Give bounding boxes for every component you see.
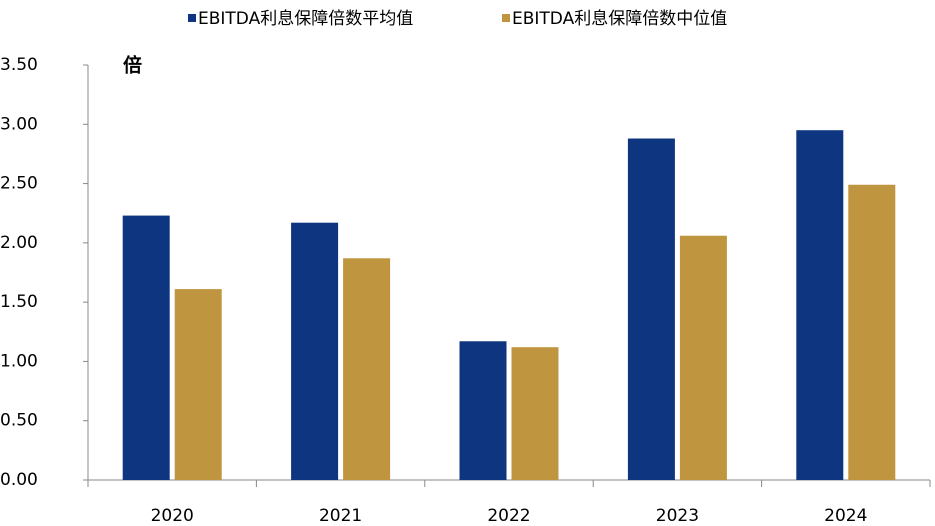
bar xyxy=(343,258,391,480)
y-tick-label: 2.50 xyxy=(0,174,38,194)
bar xyxy=(291,222,339,480)
unit-label: 倍 xyxy=(123,54,142,77)
bar xyxy=(511,347,559,480)
y-tick-label: 0.00 xyxy=(0,470,38,490)
bar xyxy=(459,341,507,480)
x-tick-label: 2020 xyxy=(151,506,194,526)
x-tick-label: 2024 xyxy=(824,506,867,526)
bar xyxy=(122,215,170,481)
bar xyxy=(679,235,727,480)
bar xyxy=(174,289,222,480)
x-tick-label: 2021 xyxy=(319,506,362,526)
legend-label: EBITDA利息保障倍数平均值 xyxy=(198,9,413,29)
x-tick-label: 2023 xyxy=(656,506,699,526)
legend-swatch xyxy=(502,14,510,22)
bar xyxy=(627,138,675,480)
y-tick-label: 3.50 xyxy=(0,55,38,75)
bar xyxy=(796,130,844,480)
legend-swatch xyxy=(188,14,196,22)
y-tick-label: 2.00 xyxy=(0,233,38,253)
legend-label: EBITDA利息保障倍数中位值 xyxy=(512,9,727,29)
y-tick-label: 1.50 xyxy=(0,292,38,312)
x-tick-label: 2022 xyxy=(487,506,530,526)
y-tick-label: 0.50 xyxy=(0,411,38,431)
y-tick-label: 1.00 xyxy=(0,351,38,371)
bar xyxy=(848,184,896,480)
y-tick-label: 3.00 xyxy=(0,114,38,134)
